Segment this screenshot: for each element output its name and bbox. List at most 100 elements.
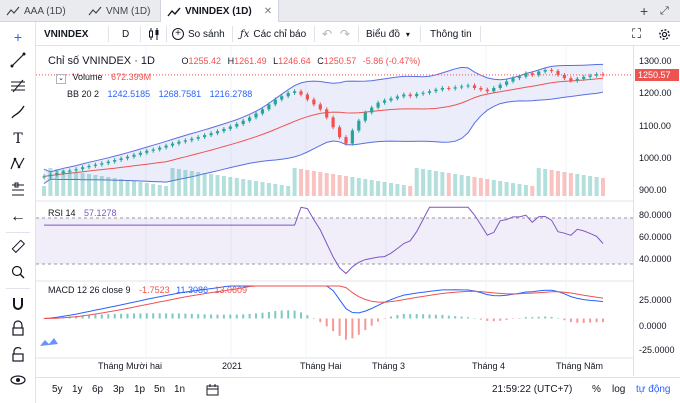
interval-button[interactable]: D [122, 28, 130, 40]
crosshair-icon[interactable]: + [13, 29, 23, 45]
chevron-down-icon[interactable]: ⌄ [56, 74, 66, 84]
macd-histogram-bar [274, 311, 277, 319]
volume-bar [138, 182, 143, 196]
volume-bar [485, 179, 490, 196]
chart-icon [167, 7, 181, 16]
chart-type-button[interactable]: Biểu đồ ▾ [366, 22, 410, 46]
close-tab-icon[interactable]: ✕ [263, 6, 273, 17]
goto-date-icon[interactable] [206, 384, 219, 399]
range-6p[interactable]: 6p [92, 384, 104, 395]
candle [395, 96, 399, 99]
percent-toggle[interactable]: % [592, 384, 601, 395]
function-icon: ƒx [240, 28, 250, 40]
tab-aaa[interactable]: AAA (1D) [6, 0, 66, 22]
undo-icon[interactable]: ↶ [322, 27, 333, 41]
prediction-icon[interactable] [9, 182, 27, 200]
ruler-icon[interactable] [9, 238, 27, 256]
compare-button[interactable]: + So sánh [172, 22, 225, 46]
auto-toggle[interactable]: tự động [636, 384, 671, 395]
macd-histogram-bar [126, 313, 129, 319]
candle [183, 140, 187, 142]
volume-bar [61, 170, 66, 196]
candle [530, 73, 534, 75]
macd-histogram-bar [184, 313, 187, 319]
candle [511, 78, 515, 82]
macd-histogram-bar [460, 316, 463, 319]
axis-tick: 80.0000 [639, 210, 672, 220]
candle [447, 88, 451, 89]
divider [232, 26, 233, 42]
visibility-icon[interactable] [9, 372, 27, 390]
brush-icon[interactable] [9, 104, 27, 122]
fib-tool-icon[interactable] [9, 78, 27, 96]
volume-bar [337, 175, 342, 196]
lock-drawing-icon[interactable] [9, 320, 27, 338]
candle [485, 89, 489, 92]
volume-bar [530, 186, 535, 196]
macd-histogram-bar [364, 318, 367, 331]
volume-bar [324, 173, 329, 196]
candle-type-icon[interactable] [148, 22, 160, 46]
zoom-icon[interactable] [9, 264, 27, 282]
macd-histogram-bar [242, 314, 245, 319]
candle [100, 163, 104, 165]
macd-histogram-bar [312, 318, 315, 319]
axis-tick: -25.0000 [639, 345, 675, 355]
macd-histogram-bar [576, 318, 579, 323]
settings-icon[interactable] [658, 22, 671, 46]
volume-bar [408, 186, 413, 196]
candle [344, 137, 348, 144]
volume-bar [299, 169, 303, 196]
unlock-icon[interactable] [9, 346, 27, 364]
volume-bar [112, 178, 117, 196]
macd-histogram-bar [216, 314, 219, 319]
macd-histogram-bar [255, 313, 257, 319]
tab-vnm[interactable]: VNM (1D) [88, 0, 150, 22]
candle [389, 98, 393, 101]
range-1n[interactable]: 1n [174, 384, 186, 395]
clock-time[interactable]: 21:59:22 (UTC+7) [492, 384, 573, 395]
range-5n[interactable]: 5n [154, 384, 166, 395]
volume-bar [331, 174, 336, 196]
macd-histogram-bar [338, 318, 341, 336]
candle [55, 173, 59, 175]
indicators-button[interactable]: ƒx Các chỉ báo [240, 22, 306, 46]
macd-histogram-bar [383, 318, 386, 319]
divider [6, 232, 30, 233]
add-tab-icon[interactable]: + [640, 3, 649, 19]
price-axis[interactable]: 1300.00 1250.57 1200.00 1100.00 1000.00 … [633, 46, 680, 376]
volume-bar [472, 177, 477, 196]
redo-icon[interactable]: ↷ [340, 27, 351, 41]
candle [440, 88, 444, 90]
pattern-icon[interactable] [9, 156, 27, 174]
volume-bar [93, 175, 98, 196]
x-axis-label: Tháng Hai [300, 361, 342, 371]
macd-histogram-bar [550, 316, 553, 319]
fullscreen-icon[interactable]: ⛶ [632, 26, 642, 41]
range-3p[interactable]: 3p [113, 384, 125, 395]
range-1y[interactable]: 1y [72, 384, 83, 395]
tab-vnindex[interactable]: VNINDEX (1D) ✕ [160, 0, 280, 23]
axis-tick: 1200.00 [639, 88, 672, 98]
range-5y[interactable]: 5y [52, 384, 63, 395]
trendline-icon[interactable] [9, 52, 27, 70]
range-1p[interactable]: 1p [134, 384, 146, 395]
text-tool-icon[interactable]: T [13, 131, 23, 147]
volume-bar [215, 175, 220, 196]
back-arrow-icon[interactable]: ← [10, 208, 26, 225]
bb-lower: 1216.2788 [209, 89, 253, 99]
divider [6, 288, 30, 289]
main-legend: Chỉ số VNINDEX · 1D O1255.42 H1261.49 L1… [48, 55, 420, 67]
candle [87, 165, 91, 168]
macd-line: 11.3086 [176, 285, 208, 295]
symbol-search[interactable]: VNINDEX [44, 28, 89, 40]
log-toggle[interactable]: log [612, 384, 626, 395]
magnet-icon[interactable] [9, 296, 27, 314]
volume-bar [183, 170, 188, 196]
volume-bar [427, 170, 432, 196]
chart-canvas[interactable] [36, 46, 633, 376]
macd-histogram-bar [544, 316, 547, 319]
expand-icon[interactable]: ⤢ [660, 5, 669, 17]
info-button[interactable]: Thông tin [430, 28, 472, 40]
volume-bar [170, 168, 175, 196]
